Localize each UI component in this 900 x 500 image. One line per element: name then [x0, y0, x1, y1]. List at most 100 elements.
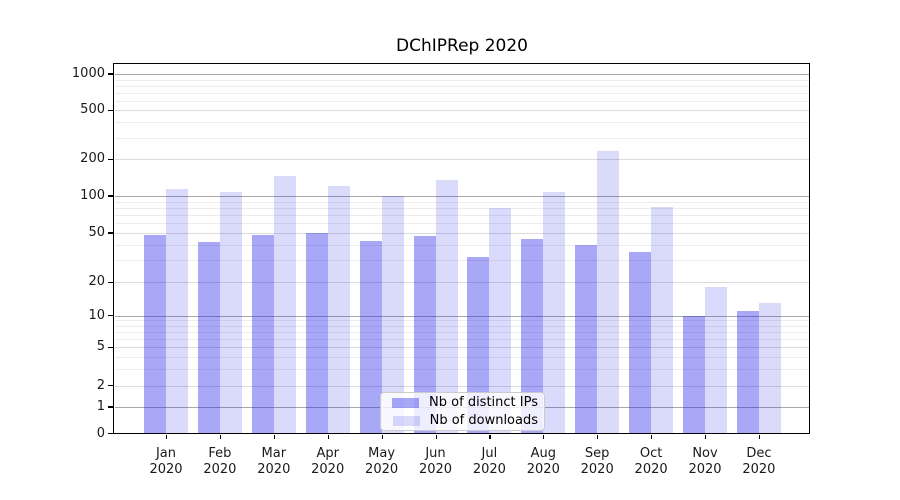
y-tick-label-5: 5 — [96, 339, 105, 355]
gridline-y-500 — [115, 110, 809, 112]
bar-nb-of-distinct-ips-jul-2020 — [467, 257, 490, 434]
gridline-y-80 — [115, 207, 809, 209]
gridline-y-700 — [115, 92, 809, 94]
x-tick-label-year: 2020 — [580, 461, 614, 477]
bar-nb-of-downloads-jun-2020 — [435, 180, 458, 434]
bar-nb-of-distinct-ips-jun-2020 — [413, 236, 436, 434]
x-tick-mar-2020 — [273, 434, 275, 439]
y-tick-100 — [108, 195, 113, 197]
y-tick-label-10: 10 — [88, 307, 105, 323]
x-tick-label-month: Jan — [155, 446, 177, 461]
x-tick-label-year: 2020 — [688, 461, 722, 477]
bar-nb-of-downloads-may-2020 — [381, 196, 404, 434]
legend: Nb of distinct IPs Nb of downloads — [380, 392, 545, 431]
gridline-y-600 — [115, 100, 809, 102]
x-tick-label-year: 2020 — [365, 461, 399, 477]
gridline-y-400 — [115, 122, 809, 124]
x-tick-label-year: 2020 — [742, 461, 776, 477]
bar-nb-of-downloads-oct-2020 — [651, 207, 674, 434]
x-tick-label-may-2020: May 2020 — [365, 446, 398, 477]
bar-nb-of-distinct-ips-mar-2020 — [251, 235, 274, 434]
y-tick-200 — [108, 158, 113, 160]
x-tick-apr-2020 — [327, 434, 329, 439]
gridline-y-7 — [115, 331, 809, 333]
x-tick-label-nov-2020: Nov 2020 — [688, 446, 721, 477]
legend-swatch-nb-of-downloads — [392, 415, 420, 426]
gridline-y-200 — [115, 159, 809, 161]
x-tick-label-month: Dec — [746, 446, 772, 461]
x-tick-label-month: Mar — [261, 446, 287, 461]
x-tick-nov-2020 — [705, 434, 707, 439]
x-tick-label-apr-2020: Apr 2020 — [311, 446, 344, 477]
y-tick-0 — [108, 432, 113, 435]
bar-nb-of-distinct-ips-jan-2020 — [144, 235, 166, 434]
gridline-y-3 — [115, 368, 809, 370]
gridline-y-4 — [115, 356, 809, 358]
y-tick-label-20: 20 — [88, 274, 105, 290]
x-tick-label-month: Aug — [530, 446, 556, 461]
y-tick-5 — [108, 346, 113, 348]
bar-nb-of-downloads-aug-2020 — [543, 192, 566, 434]
bar-nb-of-downloads-apr-2020 — [327, 186, 350, 434]
y-tick-label-2: 2 — [96, 377, 105, 393]
x-tick-label-month: Jul — [481, 446, 498, 461]
x-tick-label-oct-2020: Oct 2020 — [635, 446, 668, 477]
x-tick-dec-2020 — [758, 434, 761, 439]
y-tick-label-0: 0 — [96, 425, 105, 441]
bar-nb-of-downloads-jan-2020 — [166, 189, 188, 434]
bar-nb-of-distinct-ips-sep-2020 — [575, 245, 598, 434]
bar-nb-of-downloads-mar-2020 — [273, 175, 296, 434]
x-tick-label-year: 2020 — [472, 461, 506, 477]
chart-title: DChIPRep 2020 — [396, 36, 528, 56]
x-tick-label-year: 2020 — [418, 461, 453, 477]
y-tick-20 — [108, 281, 113, 283]
y-tick-10 — [108, 314, 113, 317]
x-tick-label-mar-2020: Mar 2020 — [257, 446, 290, 477]
legend-item-nb-of-distinct-ips: Nb of distinct IPs — [385, 395, 538, 410]
y-tick-2 — [108, 385, 113, 387]
x-tick-label-dec-2020: Dec 2020 — [742, 446, 775, 477]
gridline-y-20 — [115, 282, 809, 284]
x-tick-label-jun-2020: Jun 2020 — [419, 446, 452, 477]
legend-item-nb-of-downloads: Nb of downloads — [385, 413, 538, 428]
y-tick-label-500: 500 — [80, 102, 105, 118]
y-tick-label-1: 1 — [96, 399, 105, 414]
y-tick-1000 — [108, 73, 113, 75]
x-tick-oct-2020 — [651, 434, 653, 439]
y-tick-label-200: 200 — [80, 151, 105, 167]
legend-label-nb-of-distinct-ips: Nb of distinct IPs — [429, 395, 538, 410]
x-tick-label-jan-2020: Jan 2020 — [149, 446, 182, 477]
x-tick-label-year: 2020 — [149, 461, 183, 477]
legend-label-nb-of-downloads: Nb of downloads — [429, 413, 538, 428]
y-tick-50 — [108, 232, 113, 234]
x-tick-label-sep-2020: Sep 2020 — [581, 446, 614, 477]
gridline-y-70 — [115, 215, 809, 217]
x-tick-jun-2020 — [435, 434, 437, 439]
x-tick-label-feb-2020: Feb 2020 — [203, 446, 236, 477]
bar-nb-of-downloads-nov-2020 — [705, 287, 727, 434]
gridline-y-10 — [115, 315, 809, 317]
x-tick-label-year: 2020 — [257, 461, 291, 477]
x-tick-may-2020 — [381, 434, 383, 439]
gridline-y-800 — [115, 85, 809, 87]
x-tick-label-month: Jun — [425, 446, 446, 461]
bar-nb-of-downloads-jul-2020 — [489, 207, 512, 434]
x-tick-label-month: May — [368, 446, 396, 461]
gridline-y-8 — [115, 325, 809, 327]
gridline-y-40 — [115, 245, 809, 246]
bar-nb-of-downloads-feb-2020 — [219, 192, 242, 434]
gridline-y-900 — [115, 79, 809, 81]
y-tick-label-1000: 1000 — [71, 66, 105, 81]
y-tick-label-100: 100 — [80, 188, 105, 203]
gridline-y-90 — [115, 201, 809, 203]
x-tick-aug-2020 — [543, 434, 545, 439]
x-tick-jan-2020 — [166, 434, 168, 439]
bar-nb-of-distinct-ips-feb-2020 — [197, 242, 220, 434]
gridline-y-2 — [115, 385, 809, 387]
gridline-y-9 — [115, 320, 809, 322]
x-tick-label-month: Feb — [208, 446, 232, 461]
x-tick-label-year: 2020 — [203, 461, 237, 477]
bar-nb-of-distinct-ips-apr-2020 — [305, 233, 328, 434]
legend-swatch-nb-of-distinct-ips — [392, 397, 420, 408]
